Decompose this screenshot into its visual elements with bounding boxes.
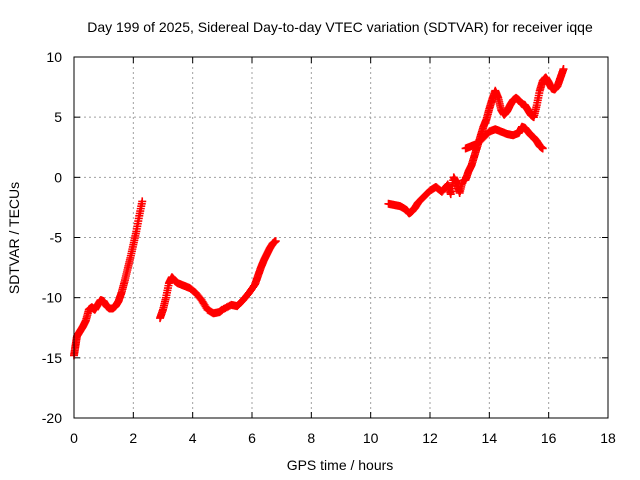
data-point-marker <box>138 197 147 206</box>
x-axis-label: GPS time / hours <box>287 457 394 473</box>
y-tick-label: -10 <box>42 290 62 306</box>
data-point-marker <box>538 144 547 153</box>
chart-title: Day 199 of 2025, Sidereal Day-to-day VTE… <box>87 19 593 35</box>
x-tick-label: 10 <box>363 430 379 446</box>
data-series <box>70 65 568 360</box>
x-tick-label: 4 <box>189 430 197 446</box>
y-tick-label: 0 <box>54 169 62 185</box>
y-tick-label: -15 <box>42 350 62 366</box>
y-tick-label: -5 <box>50 230 63 246</box>
x-tick-label: 0 <box>70 430 78 446</box>
y-tick-label: 10 <box>46 49 62 65</box>
plot-frame <box>73 56 609 419</box>
x-tick-label: 14 <box>482 430 498 446</box>
y-tick-label: -20 <box>42 410 62 426</box>
x-tick-label: 12 <box>422 430 438 446</box>
x-tick-label: 2 <box>129 430 137 446</box>
data-point-marker <box>271 237 280 246</box>
y-axis-label: SDTVAR / TECUs <box>6 182 22 294</box>
data-point-marker <box>559 65 568 74</box>
x-tick-label: 18 <box>600 430 616 446</box>
x-tick-label: 6 <box>248 430 256 446</box>
axis-ticks: 0 2 4 6 8 10 12 14 16 18 10 5 0 -5 -10 -15 -20 <box>42 49 616 446</box>
grid-lines <box>74 57 608 418</box>
x-tick-label: 16 <box>541 430 557 446</box>
x-tick-label: 8 <box>307 430 315 446</box>
y-tick-label: 5 <box>54 109 62 125</box>
